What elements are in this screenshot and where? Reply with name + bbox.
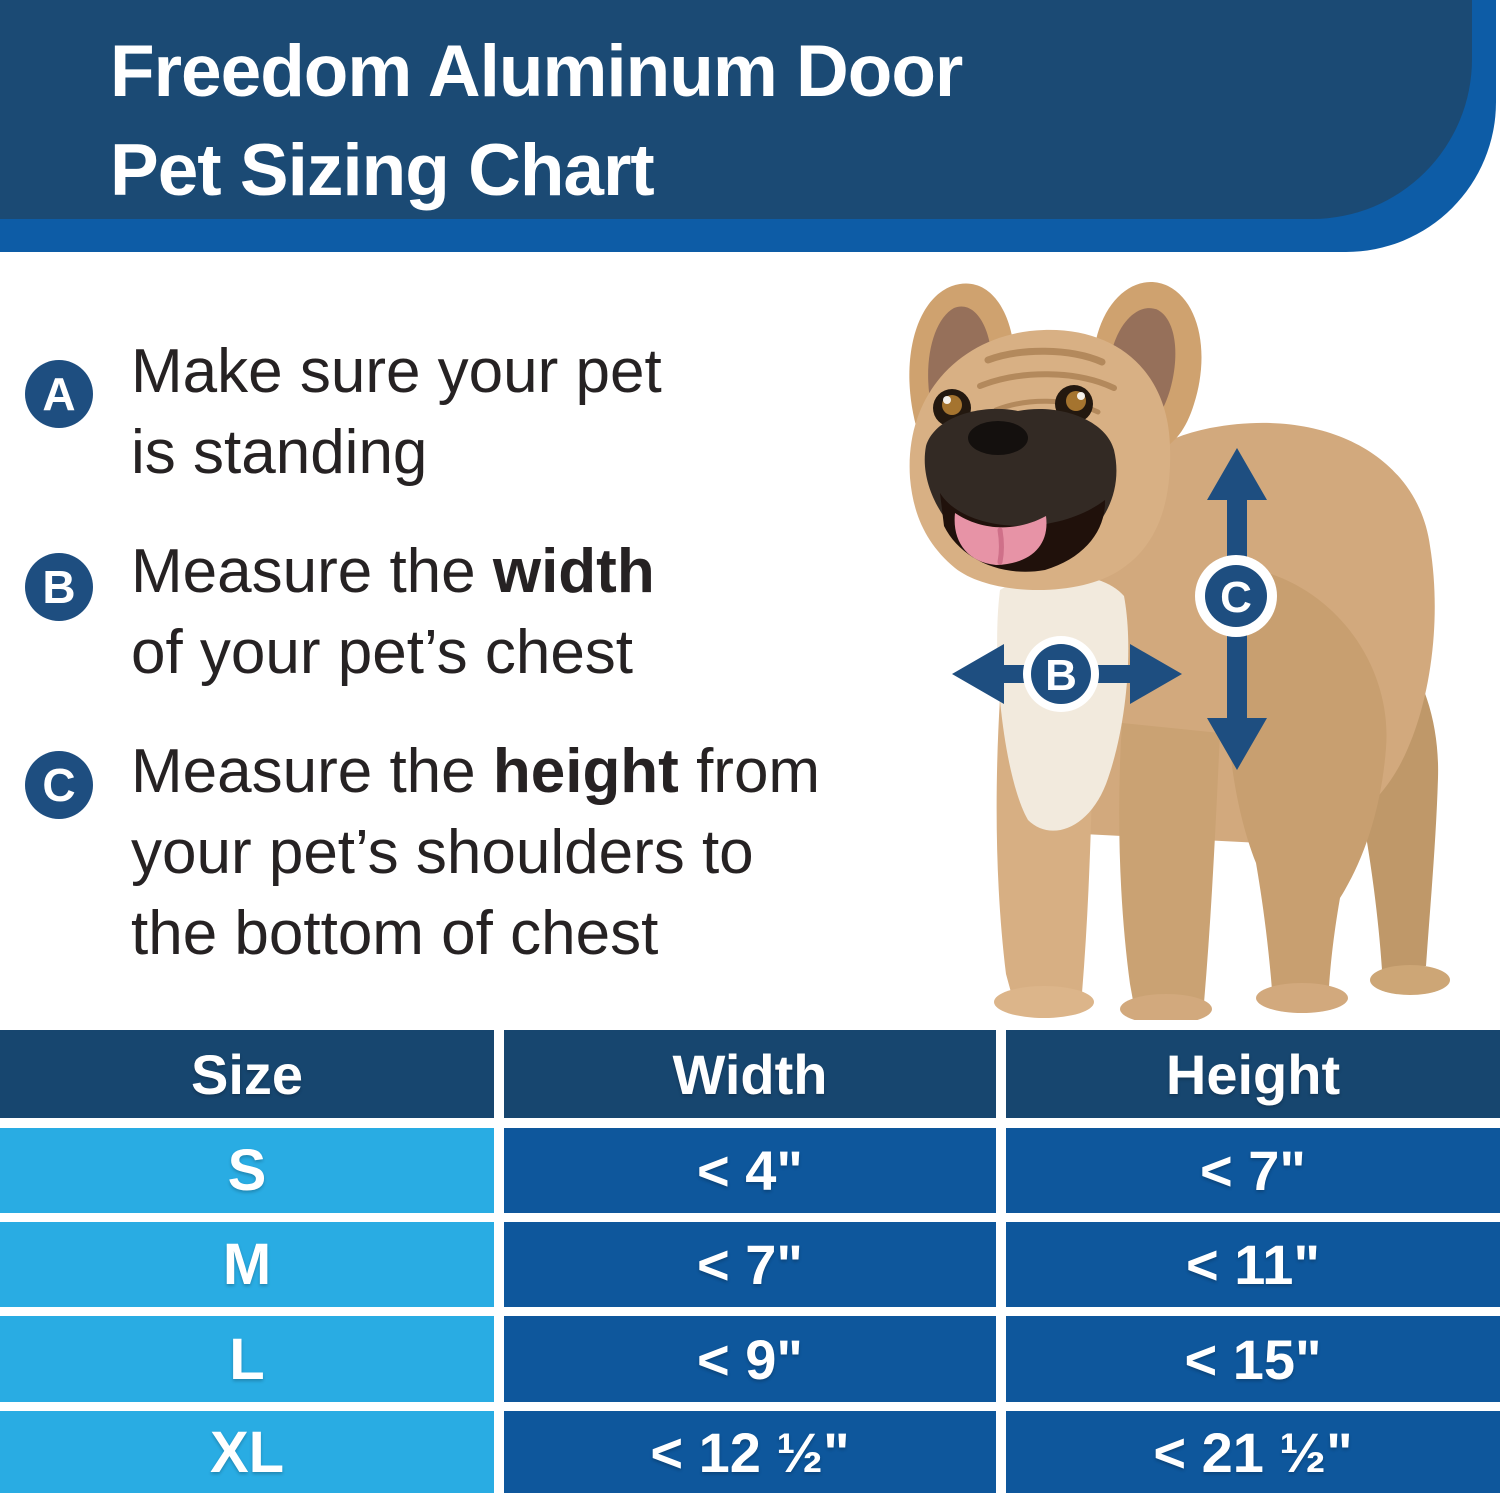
b-width-arrow-icon: B [952, 636, 1182, 712]
page-title-line1: Freedom Aluminum Door [110, 31, 963, 112]
table-cell-height-xl: < 21 ½" [1006, 1411, 1500, 1493]
table-cell-width-s: < 4" [504, 1128, 996, 1213]
height-arrow-label: C [1220, 573, 1252, 622]
dog-measurement-diagram: B C [870, 278, 1470, 1020]
width-arrow-label: B [1045, 651, 1077, 700]
step-c-badge: C [25, 751, 93, 819]
dog-illustration: B C [909, 282, 1450, 1020]
table-cell-width-m: < 7" [504, 1222, 996, 1307]
table-header-height: Height [1006, 1030, 1500, 1118]
table-cell-size-xl: XL [0, 1411, 494, 1493]
step-a-text: Make sure your pet is standing [131, 337, 662, 487]
table-cell-size-s: S [0, 1128, 494, 1213]
step-b-badge: B [25, 553, 93, 621]
step-b-text: Measure the width of your pet’s chest [131, 537, 655, 687]
table-cell-height-s: < 7" [1006, 1128, 1500, 1213]
table-cell-size-m: M [0, 1222, 494, 1307]
table-cell-size-l: L [0, 1316, 494, 1402]
table-header-size: Size [0, 1030, 494, 1118]
page-title-line2: Pet Sizing Chart [110, 130, 655, 211]
c-height-arrow-icon: C [1195, 448, 1277, 770]
table-header-width: Width [504, 1030, 996, 1118]
step-c-text: Measure the height from your pet’s should… [131, 737, 821, 968]
step-a-badge: A [25, 360, 93, 428]
table-cell-height-m: < 11" [1006, 1222, 1500, 1307]
table-cell-height-l: < 15" [1006, 1316, 1500, 1402]
table-cell-width-xl: < 12 ½" [504, 1411, 996, 1493]
table-cell-width-l: < 9" [504, 1316, 996, 1402]
header-banner: Freedom Aluminum Door Pet Sizing Chart [0, 0, 1472, 219]
page-title: Freedom Aluminum Door Pet Sizing Chart [110, 22, 963, 220]
